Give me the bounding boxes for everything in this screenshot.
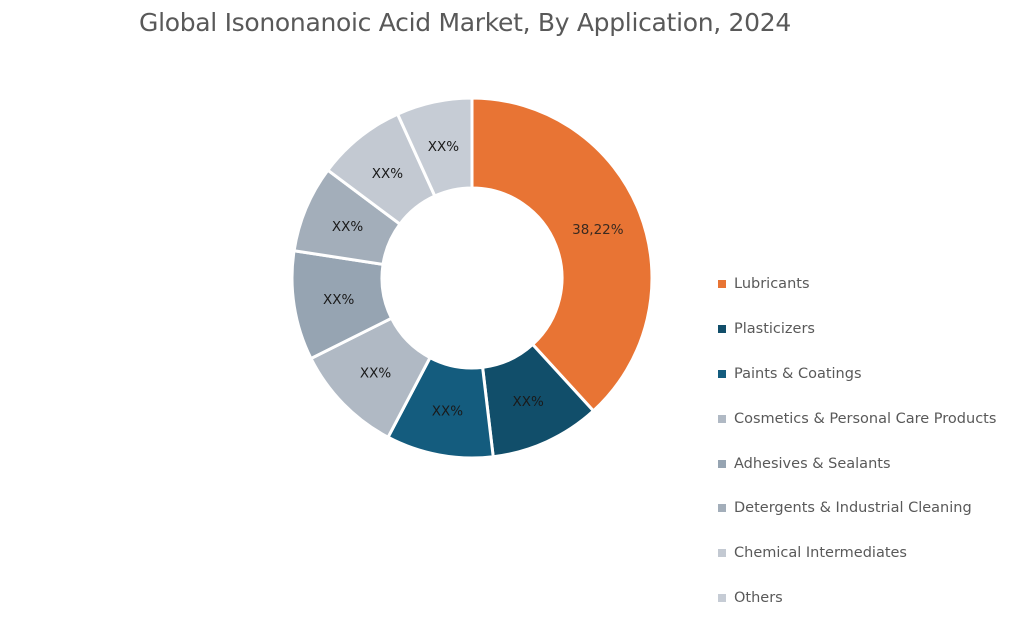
legend-swatch [718, 280, 726, 289]
data-label: XX% [428, 139, 459, 155]
legend-swatch [718, 325, 726, 334]
legend-label: Adhesives & Sealants [734, 455, 891, 472]
legend-label: Detergents & Industrial Cleaning [734, 500, 972, 517]
data-label: 38,22% [572, 222, 624, 238]
legend-swatch [718, 369, 726, 378]
legend-item: Detergents & Industrial Cleaning [718, 486, 996, 531]
legend-swatch [718, 549, 726, 558]
legend-item: Lubricants [718, 262, 996, 307]
legend-item: Others [718, 576, 996, 620]
data-label: XX% [360, 365, 391, 381]
data-label: XX% [432, 404, 463, 420]
data-label: XX% [323, 292, 354, 308]
legend-swatch [718, 414, 726, 423]
legend-label: Cosmetics & Personal Care Products [734, 410, 997, 427]
donut-slice-others [395, 96, 474, 199]
legend-item: Plasticizers [718, 307, 996, 352]
data-label: XX% [372, 166, 403, 182]
legend-item: Chemical Intermediates [718, 531, 996, 576]
legend-item: Cosmetics & Personal Care Products [718, 396, 996, 441]
legend-label: Chemical Intermediates [734, 545, 907, 562]
legend-item: Paints & Coatings [718, 352, 996, 397]
legend: Lubricants Plasticizers Paints & Coatings C… [718, 262, 996, 620]
legend-label: Plasticizers [734, 321, 815, 338]
legend-label: Others [734, 589, 783, 606]
legend-label: Paints & Coatings [734, 365, 862, 382]
chart-title: Global Isononanoic Acid Market, By Appli… [139, 8, 791, 37]
data-label: XX% [332, 219, 363, 235]
legend-swatch [718, 459, 726, 468]
data-label: XX% [513, 394, 544, 410]
legend-item: Adhesives & Sealants [718, 441, 996, 486]
legend-label: Lubricants [734, 276, 810, 293]
legend-swatch [718, 504, 726, 513]
legend-swatch [718, 593, 726, 602]
donut-slice-lubricants [470, 96, 654, 414]
donut-chart: 38,22% XX% XX% XX% XX% XX% XX% XX% [290, 96, 654, 460]
